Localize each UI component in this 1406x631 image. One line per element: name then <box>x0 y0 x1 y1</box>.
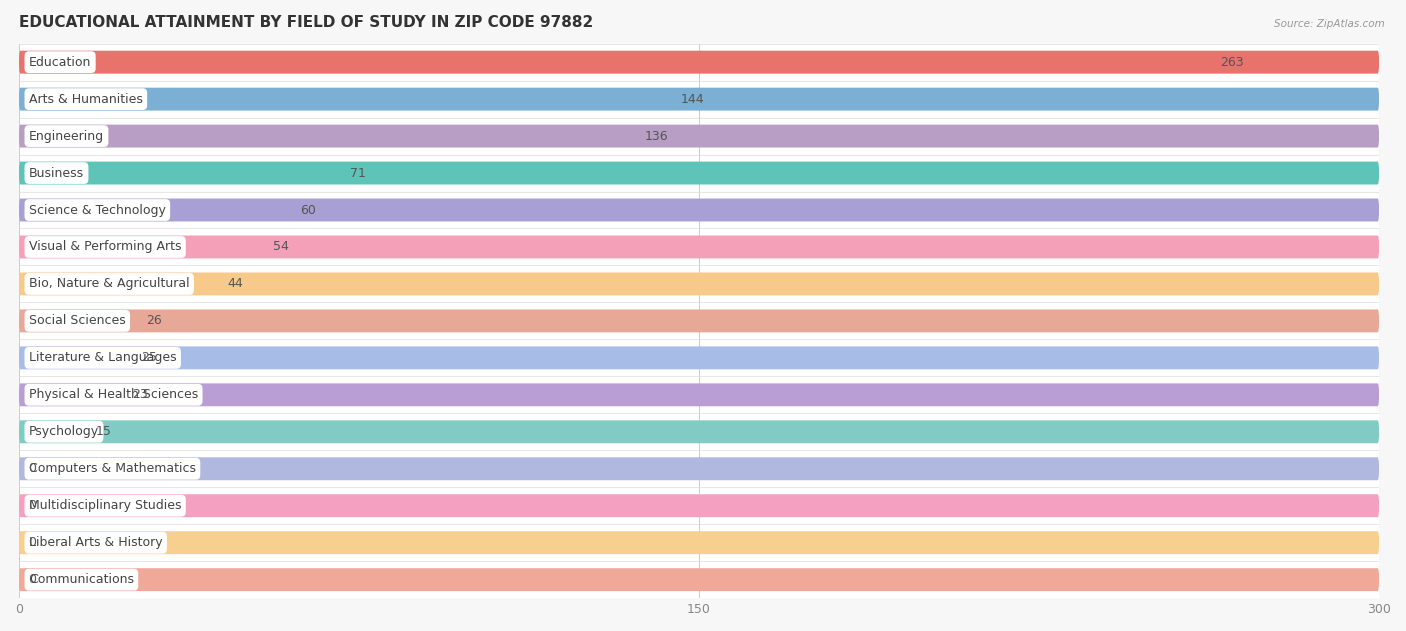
Text: Liberal Arts & History: Liberal Arts & History <box>30 536 163 549</box>
Text: 0: 0 <box>28 536 37 549</box>
Text: 144: 144 <box>681 93 704 105</box>
Text: Physical & Health Sciences: Physical & Health Sciences <box>30 388 198 401</box>
FancyBboxPatch shape <box>20 376 1379 413</box>
FancyBboxPatch shape <box>20 487 1379 524</box>
FancyBboxPatch shape <box>20 494 1379 517</box>
Text: Arts & Humanities: Arts & Humanities <box>30 93 143 105</box>
FancyBboxPatch shape <box>20 420 1379 443</box>
Text: 0: 0 <box>28 499 37 512</box>
Text: Visual & Performing Arts: Visual & Performing Arts <box>30 240 181 254</box>
Text: 44: 44 <box>228 278 243 290</box>
Text: 0: 0 <box>28 463 37 475</box>
Text: 0: 0 <box>28 573 37 586</box>
FancyBboxPatch shape <box>20 199 1379 221</box>
FancyBboxPatch shape <box>20 162 1379 184</box>
FancyBboxPatch shape <box>20 155 1379 192</box>
FancyBboxPatch shape <box>20 44 1379 81</box>
FancyBboxPatch shape <box>20 228 1379 266</box>
Text: Bio, Nature & Agricultural: Bio, Nature & Agricultural <box>30 278 190 290</box>
Text: Education: Education <box>30 56 91 69</box>
FancyBboxPatch shape <box>20 309 1379 333</box>
Text: Business: Business <box>30 167 84 180</box>
FancyBboxPatch shape <box>20 124 1379 148</box>
Text: Multidisciplinary Studies: Multidisciplinary Studies <box>30 499 181 512</box>
FancyBboxPatch shape <box>20 339 1379 376</box>
FancyBboxPatch shape <box>20 50 1379 74</box>
Text: Social Sciences: Social Sciences <box>30 314 125 327</box>
FancyBboxPatch shape <box>20 384 1379 406</box>
Text: 26: 26 <box>146 314 162 327</box>
Text: Computers & Mathematics: Computers & Mathematics <box>30 463 195 475</box>
FancyBboxPatch shape <box>20 302 1379 339</box>
FancyBboxPatch shape <box>20 413 1379 451</box>
Text: Engineering: Engineering <box>30 129 104 143</box>
FancyBboxPatch shape <box>20 192 1379 228</box>
FancyBboxPatch shape <box>20 568 1379 591</box>
FancyBboxPatch shape <box>20 117 1379 155</box>
FancyBboxPatch shape <box>20 266 1379 302</box>
FancyBboxPatch shape <box>20 561 1379 598</box>
FancyBboxPatch shape <box>20 81 1379 117</box>
Text: 25: 25 <box>142 351 157 364</box>
FancyBboxPatch shape <box>20 273 1379 295</box>
Text: EDUCATIONAL ATTAINMENT BY FIELD OF STUDY IN ZIP CODE 97882: EDUCATIONAL ATTAINMENT BY FIELD OF STUDY… <box>20 15 593 30</box>
Text: Communications: Communications <box>30 573 134 586</box>
Text: Source: ZipAtlas.com: Source: ZipAtlas.com <box>1274 19 1385 29</box>
FancyBboxPatch shape <box>20 531 1379 554</box>
FancyBboxPatch shape <box>20 88 1379 110</box>
Text: 60: 60 <box>299 204 316 216</box>
Text: 136: 136 <box>644 129 668 143</box>
Text: 263: 263 <box>1220 56 1244 69</box>
FancyBboxPatch shape <box>20 235 1379 259</box>
Text: 54: 54 <box>273 240 288 254</box>
FancyBboxPatch shape <box>20 457 1379 480</box>
Text: Literature & Languages: Literature & Languages <box>30 351 177 364</box>
FancyBboxPatch shape <box>20 524 1379 561</box>
FancyBboxPatch shape <box>20 346 1379 369</box>
Text: 71: 71 <box>350 167 366 180</box>
Text: 15: 15 <box>96 425 112 439</box>
FancyBboxPatch shape <box>20 451 1379 487</box>
Text: Science & Technology: Science & Technology <box>30 204 166 216</box>
Text: Psychology: Psychology <box>30 425 98 439</box>
Text: 23: 23 <box>132 388 148 401</box>
